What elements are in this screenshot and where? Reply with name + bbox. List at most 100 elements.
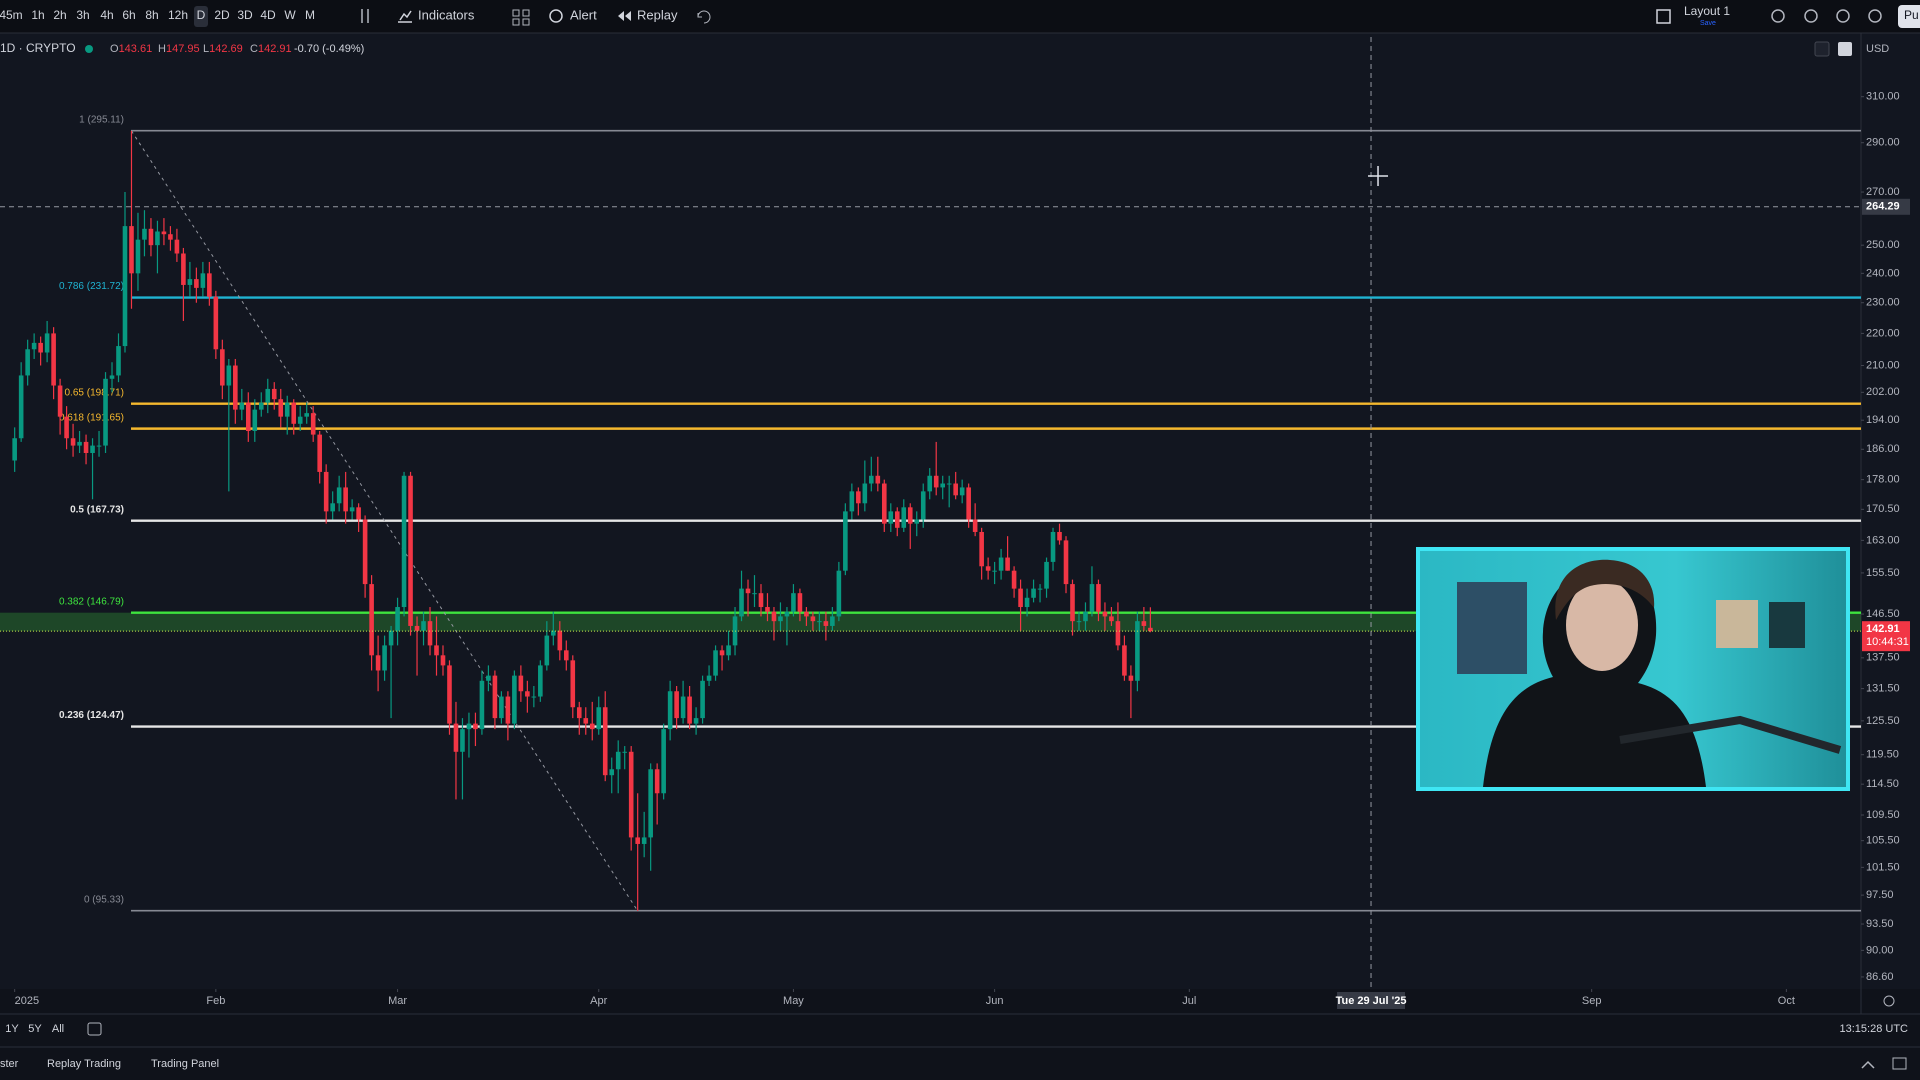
candle-body <box>1122 645 1127 676</box>
candle-body <box>181 253 186 285</box>
candle-body <box>1037 588 1043 590</box>
mic-arm <box>1619 715 1842 754</box>
candle-body <box>875 475 881 484</box>
candle-body <box>596 707 602 730</box>
maximize-icon[interactable] <box>1892 1057 1907 1070</box>
y-tick-label: 137.50 <box>1866 652 1900 664</box>
candle-body <box>745 588 751 594</box>
candle-body <box>278 399 284 417</box>
ohlc-key: C <box>250 43 258 55</box>
candle-body <box>473 723 478 730</box>
candle-body <box>109 375 115 379</box>
candle-body <box>1070 584 1075 622</box>
replay-button[interactable]: Replay <box>637 7 678 22</box>
crosshair-price-box <box>1862 198 1910 215</box>
candle-body <box>116 346 121 376</box>
candle-body <box>589 723 595 730</box>
candle-body <box>103 378 108 446</box>
candle-body <box>946 483 952 485</box>
range-button[interactable]: 1Y <box>5 1023 19 1035</box>
cursor <box>1368 166 1389 186</box>
tool-icon[interactable] <box>1836 9 1850 23</box>
fib-label: 0.618 (191.65) <box>59 412 124 423</box>
candle-body <box>972 519 978 532</box>
candle-body <box>758 593 764 608</box>
tool-icon[interactable] <box>1771 9 1785 23</box>
candle-body <box>129 226 134 274</box>
icon <box>361 9 369 23</box>
y-tick-label: 114.50 <box>1866 778 1899 790</box>
indicators-button[interactable]: Indicators <box>418 7 475 22</box>
candle-body <box>894 511 900 528</box>
candle-body <box>31 342 37 350</box>
interval-button[interactable]: 6h <box>122 8 135 22</box>
currency[interactable]: USD <box>1866 43 1889 55</box>
candle-body <box>168 234 173 240</box>
range-button[interactable]: 5Y <box>28 1023 42 1035</box>
candle-body <box>953 483 958 496</box>
x-tick-label: Jul <box>1182 995 1196 1007</box>
range-button[interactable]: All <box>52 1023 64 1035</box>
candle-body <box>194 279 199 288</box>
y-tick-label: 220.00 <box>1866 327 1900 339</box>
y-tick-label: 101.50 <box>1866 861 1900 873</box>
candle-body <box>161 231 167 235</box>
candle-body <box>414 625 420 631</box>
save-label: Save <box>1700 20 1716 27</box>
interval-button[interactable]: 3h <box>76 8 89 22</box>
candle-body <box>330 503 335 512</box>
candle-body <box>25 349 30 376</box>
candle-body <box>843 511 848 571</box>
publish-button[interactable] <box>1898 5 1920 28</box>
interval-button[interactable]: 4D <box>260 8 276 22</box>
bottom-tab[interactable]: ster <box>0 1058 19 1070</box>
bottom-tab[interactable]: Replay Trading <box>47 1058 121 1070</box>
collapse-icon[interactable] <box>1861 1060 1875 1069</box>
candle-body <box>1089 584 1095 612</box>
candle-body <box>245 402 251 431</box>
face <box>1566 579 1638 671</box>
candle-body <box>680 696 686 719</box>
publish-label: Pu <box>1904 8 1919 22</box>
candle-body <box>784 611 790 617</box>
candle-body <box>395 607 400 631</box>
layout-name[interactable]: Layout 1 <box>1684 4 1730 18</box>
candle-body <box>349 507 355 512</box>
interval-button[interactable]: W <box>284 8 296 22</box>
candle-body <box>64 416 69 439</box>
settings-icon[interactable] <box>1883 995 1895 1007</box>
tool-icon[interactable] <box>1868 9 1882 23</box>
candle-body <box>563 650 569 661</box>
candle-body <box>849 491 855 512</box>
candle-body <box>90 445 95 454</box>
ohlc-item: H147.95 <box>158 43 200 55</box>
interval-button[interactable]: 45m <box>0 8 23 22</box>
interval-button[interactable]: 1h <box>31 8 44 22</box>
candle-body <box>258 402 264 410</box>
scale-button[interactable] <box>1814 41 1830 57</box>
interval-button[interactable]: M <box>305 8 315 22</box>
candle-body <box>525 691 530 697</box>
interval-button[interactable]: D <box>197 8 206 22</box>
y-tick-label: 210.00 <box>1866 359 1900 371</box>
interval-button[interactable]: 2h <box>53 8 66 22</box>
interval-button[interactable]: 2D <box>214 8 230 22</box>
candle-body <box>336 487 342 504</box>
calendar-icon[interactable] <box>87 1022 102 1036</box>
interval-button[interactable]: 12h <box>168 8 188 22</box>
alert-button[interactable]: Alert <box>570 7 597 22</box>
interval-button[interactable]: 8h <box>145 8 158 22</box>
candle-body <box>765 607 770 612</box>
candle-body <box>226 365 232 386</box>
crosshair-date-box <box>1337 992 1406 1009</box>
candle-body <box>421 621 426 631</box>
candle-body <box>343 487 348 512</box>
scale-button[interactable] <box>1838 42 1852 56</box>
candle-body <box>966 487 971 520</box>
market-status <box>85 45 93 53</box>
bottom-tab[interactable]: Trading Panel <box>151 1058 219 1070</box>
tool-icon[interactable] <box>1804 9 1818 23</box>
interval-button[interactable]: 3D <box>237 8 253 22</box>
candle-body <box>862 483 868 504</box>
interval-button[interactable]: 4h <box>100 8 113 22</box>
